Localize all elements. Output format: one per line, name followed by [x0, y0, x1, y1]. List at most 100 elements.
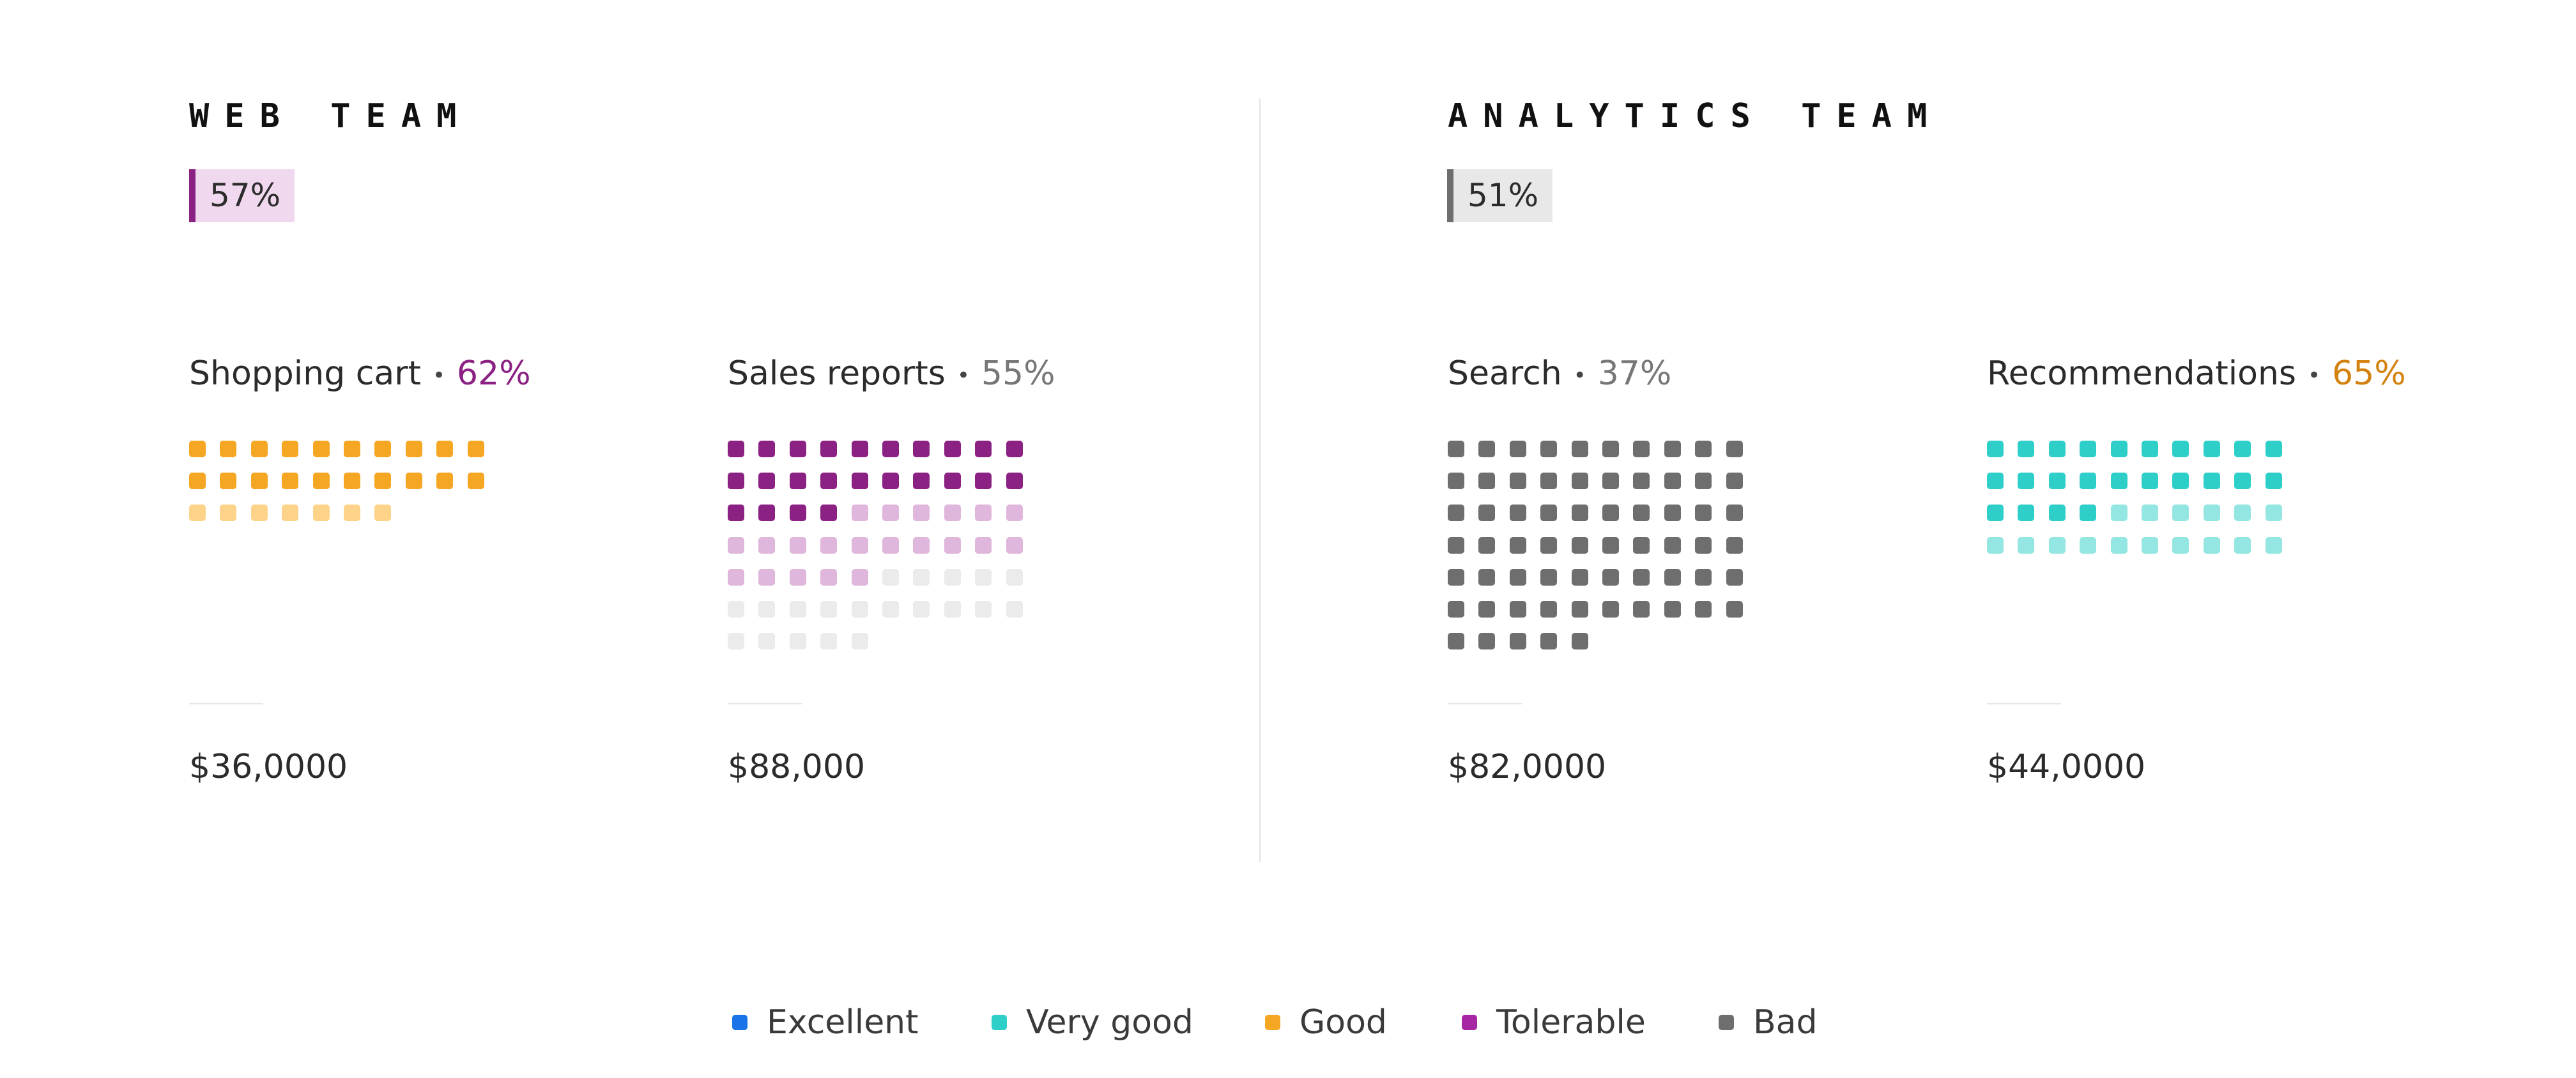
team-divider [1259, 98, 1261, 862]
waffle-square [2203, 536, 2220, 554]
waffle-square [282, 441, 299, 457]
waffle-square [851, 601, 868, 618]
waffle-square [1006, 536, 1023, 554]
waffle-square [728, 536, 744, 554]
waffle-square [189, 505, 206, 522]
waffle-square [2203, 505, 2220, 522]
budget-recommendations: $44,0000 [1987, 748, 2146, 786]
legend-item-bad: Bad [1719, 1000, 1818, 1045]
waffle-square [2142, 441, 2158, 457]
waffle-square [789, 441, 806, 457]
waffle-square [882, 601, 899, 618]
project-name: Sales reports [728, 354, 946, 393]
waffle-square [975, 441, 992, 457]
waffle-square [1478, 441, 1496, 457]
project-header-sales-reports: Sales reports • 55% [728, 353, 1055, 397]
waffle-square [913, 601, 930, 618]
waffle-square [1448, 601, 1464, 618]
waffle-square [1664, 441, 1681, 457]
waffle-square [1987, 536, 2004, 554]
waffle-square [789, 505, 806, 522]
waffle-square [2018, 505, 2035, 522]
waffle-search [1448, 441, 1754, 658]
waffle-square [2203, 473, 2220, 490]
waffle-square [1540, 568, 1558, 586]
budget-sales-reports: $88,000 [728, 748, 866, 786]
waffle-square [374, 473, 392, 490]
waffle-square [2110, 505, 2128, 522]
waffle-square [758, 568, 776, 586]
waffle-square [1006, 505, 1023, 522]
waffle-square [2234, 441, 2251, 457]
waffle-square [1664, 473, 1681, 490]
legend-swatch [1462, 1015, 1477, 1030]
waffle-square [975, 505, 992, 522]
waffle-square [1633, 536, 1650, 554]
waffle-square [2234, 536, 2251, 554]
waffle-square [1602, 473, 1619, 490]
waffle-square [1664, 568, 1681, 586]
waffle-square [728, 568, 744, 586]
waffle-square [1571, 633, 1588, 650]
waffle-square [1602, 568, 1619, 586]
waffle-square [1633, 441, 1650, 457]
waffle-square [820, 505, 838, 522]
waffle-square [975, 536, 992, 554]
waffle-square [2048, 473, 2066, 490]
waffle-square [344, 473, 360, 490]
waffle-square [882, 473, 899, 490]
waffle-square [2203, 441, 2220, 457]
waffle-square [2048, 536, 2066, 554]
waffle-square [758, 505, 776, 522]
waffle-square [2018, 473, 2035, 490]
waffle-square [728, 601, 744, 618]
waffle-square [1448, 568, 1464, 586]
waffle-square [758, 601, 776, 618]
waffle-square [913, 473, 930, 490]
waffle-square [758, 441, 776, 457]
waffle-square [2110, 536, 2128, 554]
legend-item-very-good: Very good [992, 1000, 1193, 1045]
separator-dot: • [956, 363, 970, 388]
project-percent: 37% [1597, 354, 1672, 393]
waffle-square [405, 441, 422, 457]
waffle-square [1633, 505, 1650, 522]
legend-swatch [992, 1015, 1007, 1030]
waffle-square [1602, 441, 1619, 457]
project-percent: 62% [457, 354, 531, 393]
legend-swatch [1719, 1015, 1734, 1030]
waffle-square [1695, 536, 1712, 554]
waffle-square [758, 633, 776, 650]
project-header-recommendations: Recommendations • 65% [1987, 353, 2406, 397]
waffle-square [2265, 536, 2282, 554]
legend-item-tolerable: Tolerable [1462, 1000, 1646, 1045]
waffle-sales-reports [728, 441, 1034, 658]
legend: Excellent Very good Good Tolerable Bad [0, 1000, 2576, 1045]
legend-label: Bad [1753, 1003, 1818, 1042]
waffle-square [1726, 568, 1743, 586]
waffle-square [220, 441, 237, 457]
waffle-square [728, 505, 744, 522]
waffle-square [1509, 633, 1526, 650]
waffle-square [1448, 633, 1464, 650]
waffle-square [1478, 633, 1496, 650]
waffle-square [1726, 601, 1743, 618]
waffle-square [789, 568, 806, 586]
waffle-square [975, 601, 992, 618]
waffle-square [189, 441, 206, 457]
waffle-square [1509, 536, 1526, 554]
waffle-square [2142, 505, 2158, 522]
project-header-shopping-cart: Shopping cart • 62% [189, 353, 531, 397]
waffle-square [1478, 473, 1496, 490]
waffle-square [1633, 601, 1650, 618]
waffle-square [2234, 505, 2251, 522]
legend-item-excellent: Excellent [732, 1000, 919, 1045]
waffle-square [282, 505, 299, 522]
waffle-square [2110, 473, 2128, 490]
legend-label: Good [1300, 1003, 1387, 1042]
separator-dot: • [432, 363, 446, 388]
waffle-square [1633, 473, 1650, 490]
waffle-square [1006, 568, 1023, 586]
waffle-square [2142, 473, 2158, 490]
waffle-square [789, 536, 806, 554]
